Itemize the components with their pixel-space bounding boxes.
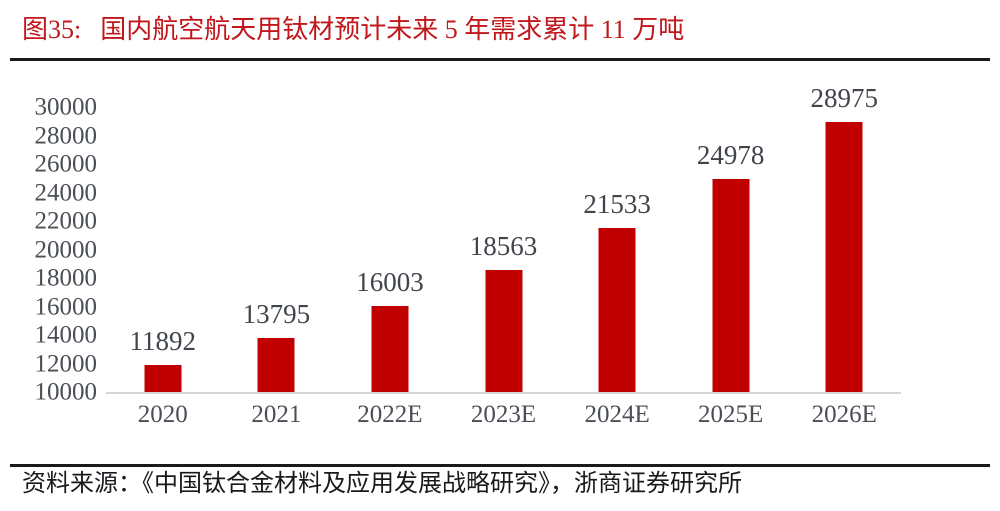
figure-title: 国内航空航天用钛材预计未来 5 年需求累计 11 万吨: [100, 15, 685, 44]
bar: [712, 178, 750, 392]
x-axis-tick-label: 2020: [137, 401, 188, 428]
title-divider-rule: [10, 58, 990, 61]
bar: [825, 121, 863, 392]
x-axis-tick-label: 2025E: [698, 401, 764, 428]
bar: [485, 269, 523, 392]
y-axis-tick-label: 28000: [34, 122, 98, 149]
y-axis-tick-label: 16000: [34, 293, 98, 320]
y-axis: 10000 12000 14000 16000 18000 20000 22000 24000…: [0, 95, 98, 405]
bar-slot: 16003: [333, 107, 447, 392]
y-axis-tick-label: 22000: [34, 207, 98, 235]
plot-area: 11892 13795 16003 18563 21533 24978 28975: [106, 84, 901, 394]
y-axis-tick-label: 24000: [34, 179, 98, 206]
bar-series: 11892 13795 16003 18563 21533 24978 28975: [106, 84, 901, 392]
y-axis-tick-label: 12000: [34, 350, 98, 377]
x-axis-tick-label: 2023E: [470, 401, 537, 428]
bar-value-label: 28975: [810, 82, 879, 113]
bar-slot: 21533: [560, 107, 674, 392]
bar: [371, 306, 409, 392]
bar: [257, 337, 295, 392]
y-axis-tick-label: 20000: [34, 236, 98, 263]
x-axis-tick-label: 2026E: [811, 401, 877, 428]
bar-value-label: 11892: [129, 326, 197, 357]
x-axis-tick-label: 2024E: [584, 401, 650, 428]
x-axis-tick-label: 2022E: [357, 401, 423, 428]
bar-value-label: 18563: [469, 230, 538, 261]
bar: [144, 365, 182, 392]
x-axis-tick-label: 2021: [251, 401, 302, 428]
source-attribution: 资料来源：《中国钛合金材料及应用发展战略研究》，浙商证券研究所: [22, 471, 742, 497]
x-axis: 2020 2021 2022E 2023E 2024E 2025E 2026E: [106, 402, 901, 427]
bar-slot: 13795: [220, 107, 334, 392]
y-axis-tick-label: 30000: [34, 93, 98, 121]
footer-divider-rule: [10, 464, 990, 467]
y-axis-tick-label: 10000: [34, 378, 98, 406]
y-axis-tick-label: 18000: [34, 264, 98, 292]
y-axis-tick-label: 14000: [34, 321, 98, 349]
bar-value-label: 16003: [356, 267, 424, 298]
bar-value-label: 21533: [583, 188, 651, 219]
bar-chart: 10000 12000 14000 16000 18000 20000 22000 24000…: [0, 84, 901, 427]
bar-slot: 11892: [106, 107, 220, 392]
bar-slot: 28975: [787, 84, 901, 392]
bar-slot: 24978: [674, 107, 788, 392]
bar: [598, 227, 636, 392]
y-axis-tick-label: 26000: [34, 150, 98, 178]
bar-value-label: 13795: [242, 298, 311, 329]
figure-number-label: 图35:: [22, 15, 82, 44]
figure-title-row: 图35: 国内航空航天用钛材预计未来 5 年需求累计 11 万吨: [22, 14, 684, 45]
bar-slot: 18563: [447, 107, 561, 392]
bar-value-label: 24978: [696, 139, 765, 170]
